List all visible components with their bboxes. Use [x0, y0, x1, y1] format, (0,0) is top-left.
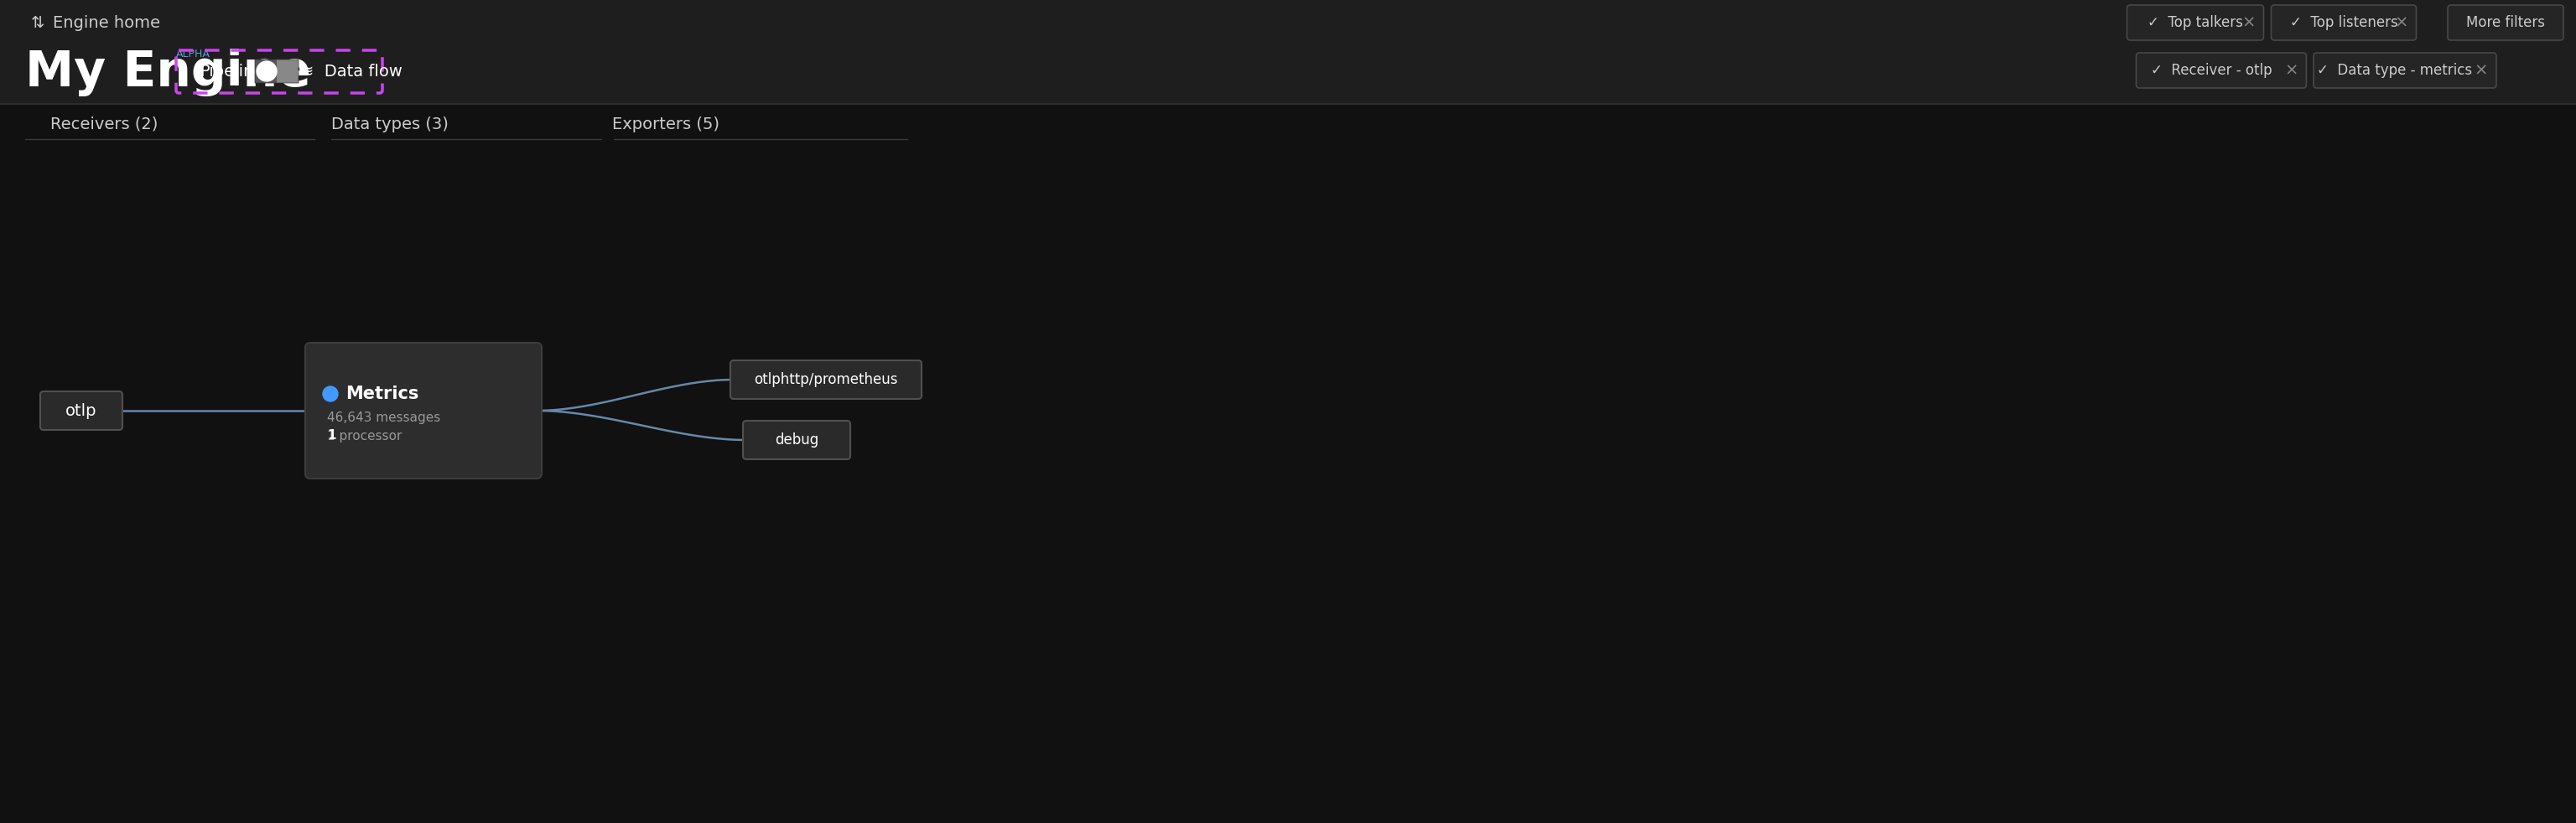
Bar — [0, 44, 2576, 104]
FancyBboxPatch shape — [742, 421, 850, 459]
Text: Receivers (2): Receivers (2) — [52, 116, 157, 132]
Bar — [0, 104, 2576, 823]
Circle shape — [258, 61, 276, 81]
Text: Engine home: Engine home — [54, 15, 160, 30]
Text: Pipelines: Pipelines — [198, 63, 273, 79]
Text: ✓  Receiver - otlp: ✓ Receiver - otlp — [2151, 63, 2272, 78]
FancyBboxPatch shape — [2128, 5, 2264, 40]
Text: Data types (3): Data types (3) — [332, 116, 448, 132]
Text: ×: × — [2241, 15, 2257, 30]
Text: ×: × — [2285, 63, 2298, 78]
Bar — [0, 0, 2576, 44]
Text: ×: × — [2393, 15, 2409, 30]
Bar — [263, 67, 268, 72]
FancyBboxPatch shape — [41, 392, 124, 430]
Text: ✓  Data type - metrics: ✓ Data type - metrics — [2318, 63, 2473, 78]
Text: Exporters (5): Exporters (5) — [613, 116, 719, 132]
Text: Metrics: Metrics — [345, 385, 420, 402]
FancyBboxPatch shape — [732, 360, 922, 399]
Text: ✓  Top listeners: ✓ Top listeners — [2290, 15, 2398, 30]
Text: ALPHA: ALPHA — [175, 49, 211, 59]
Text: 46,643 messages: 46,643 messages — [327, 411, 440, 424]
Text: ≋  Data flow: ≋ Data flow — [301, 63, 402, 79]
Text: 1: 1 — [327, 430, 335, 442]
FancyBboxPatch shape — [2313, 53, 2496, 88]
Text: ⇅: ⇅ — [31, 15, 44, 30]
Bar — [255, 73, 260, 79]
FancyBboxPatch shape — [2136, 53, 2306, 88]
FancyBboxPatch shape — [2272, 5, 2416, 40]
Bar — [255, 67, 260, 72]
Text: otlp: otlp — [64, 402, 98, 419]
Text: 1 processor: 1 processor — [327, 430, 402, 442]
FancyBboxPatch shape — [304, 342, 541, 478]
Circle shape — [322, 386, 337, 402]
Bar — [263, 73, 268, 79]
Text: otlphttp/prometheus: otlphttp/prometheus — [755, 372, 899, 387]
Text: ×: × — [2476, 63, 2488, 78]
FancyBboxPatch shape — [255, 59, 299, 83]
FancyBboxPatch shape — [2447, 5, 2563, 40]
FancyBboxPatch shape — [276, 59, 299, 83]
Text: ✓  Top talkers: ✓ Top talkers — [2148, 15, 2244, 30]
Text: My Engine: My Engine — [26, 49, 312, 96]
Text: debug: debug — [775, 432, 819, 448]
Text: More filters: More filters — [2465, 15, 2545, 30]
